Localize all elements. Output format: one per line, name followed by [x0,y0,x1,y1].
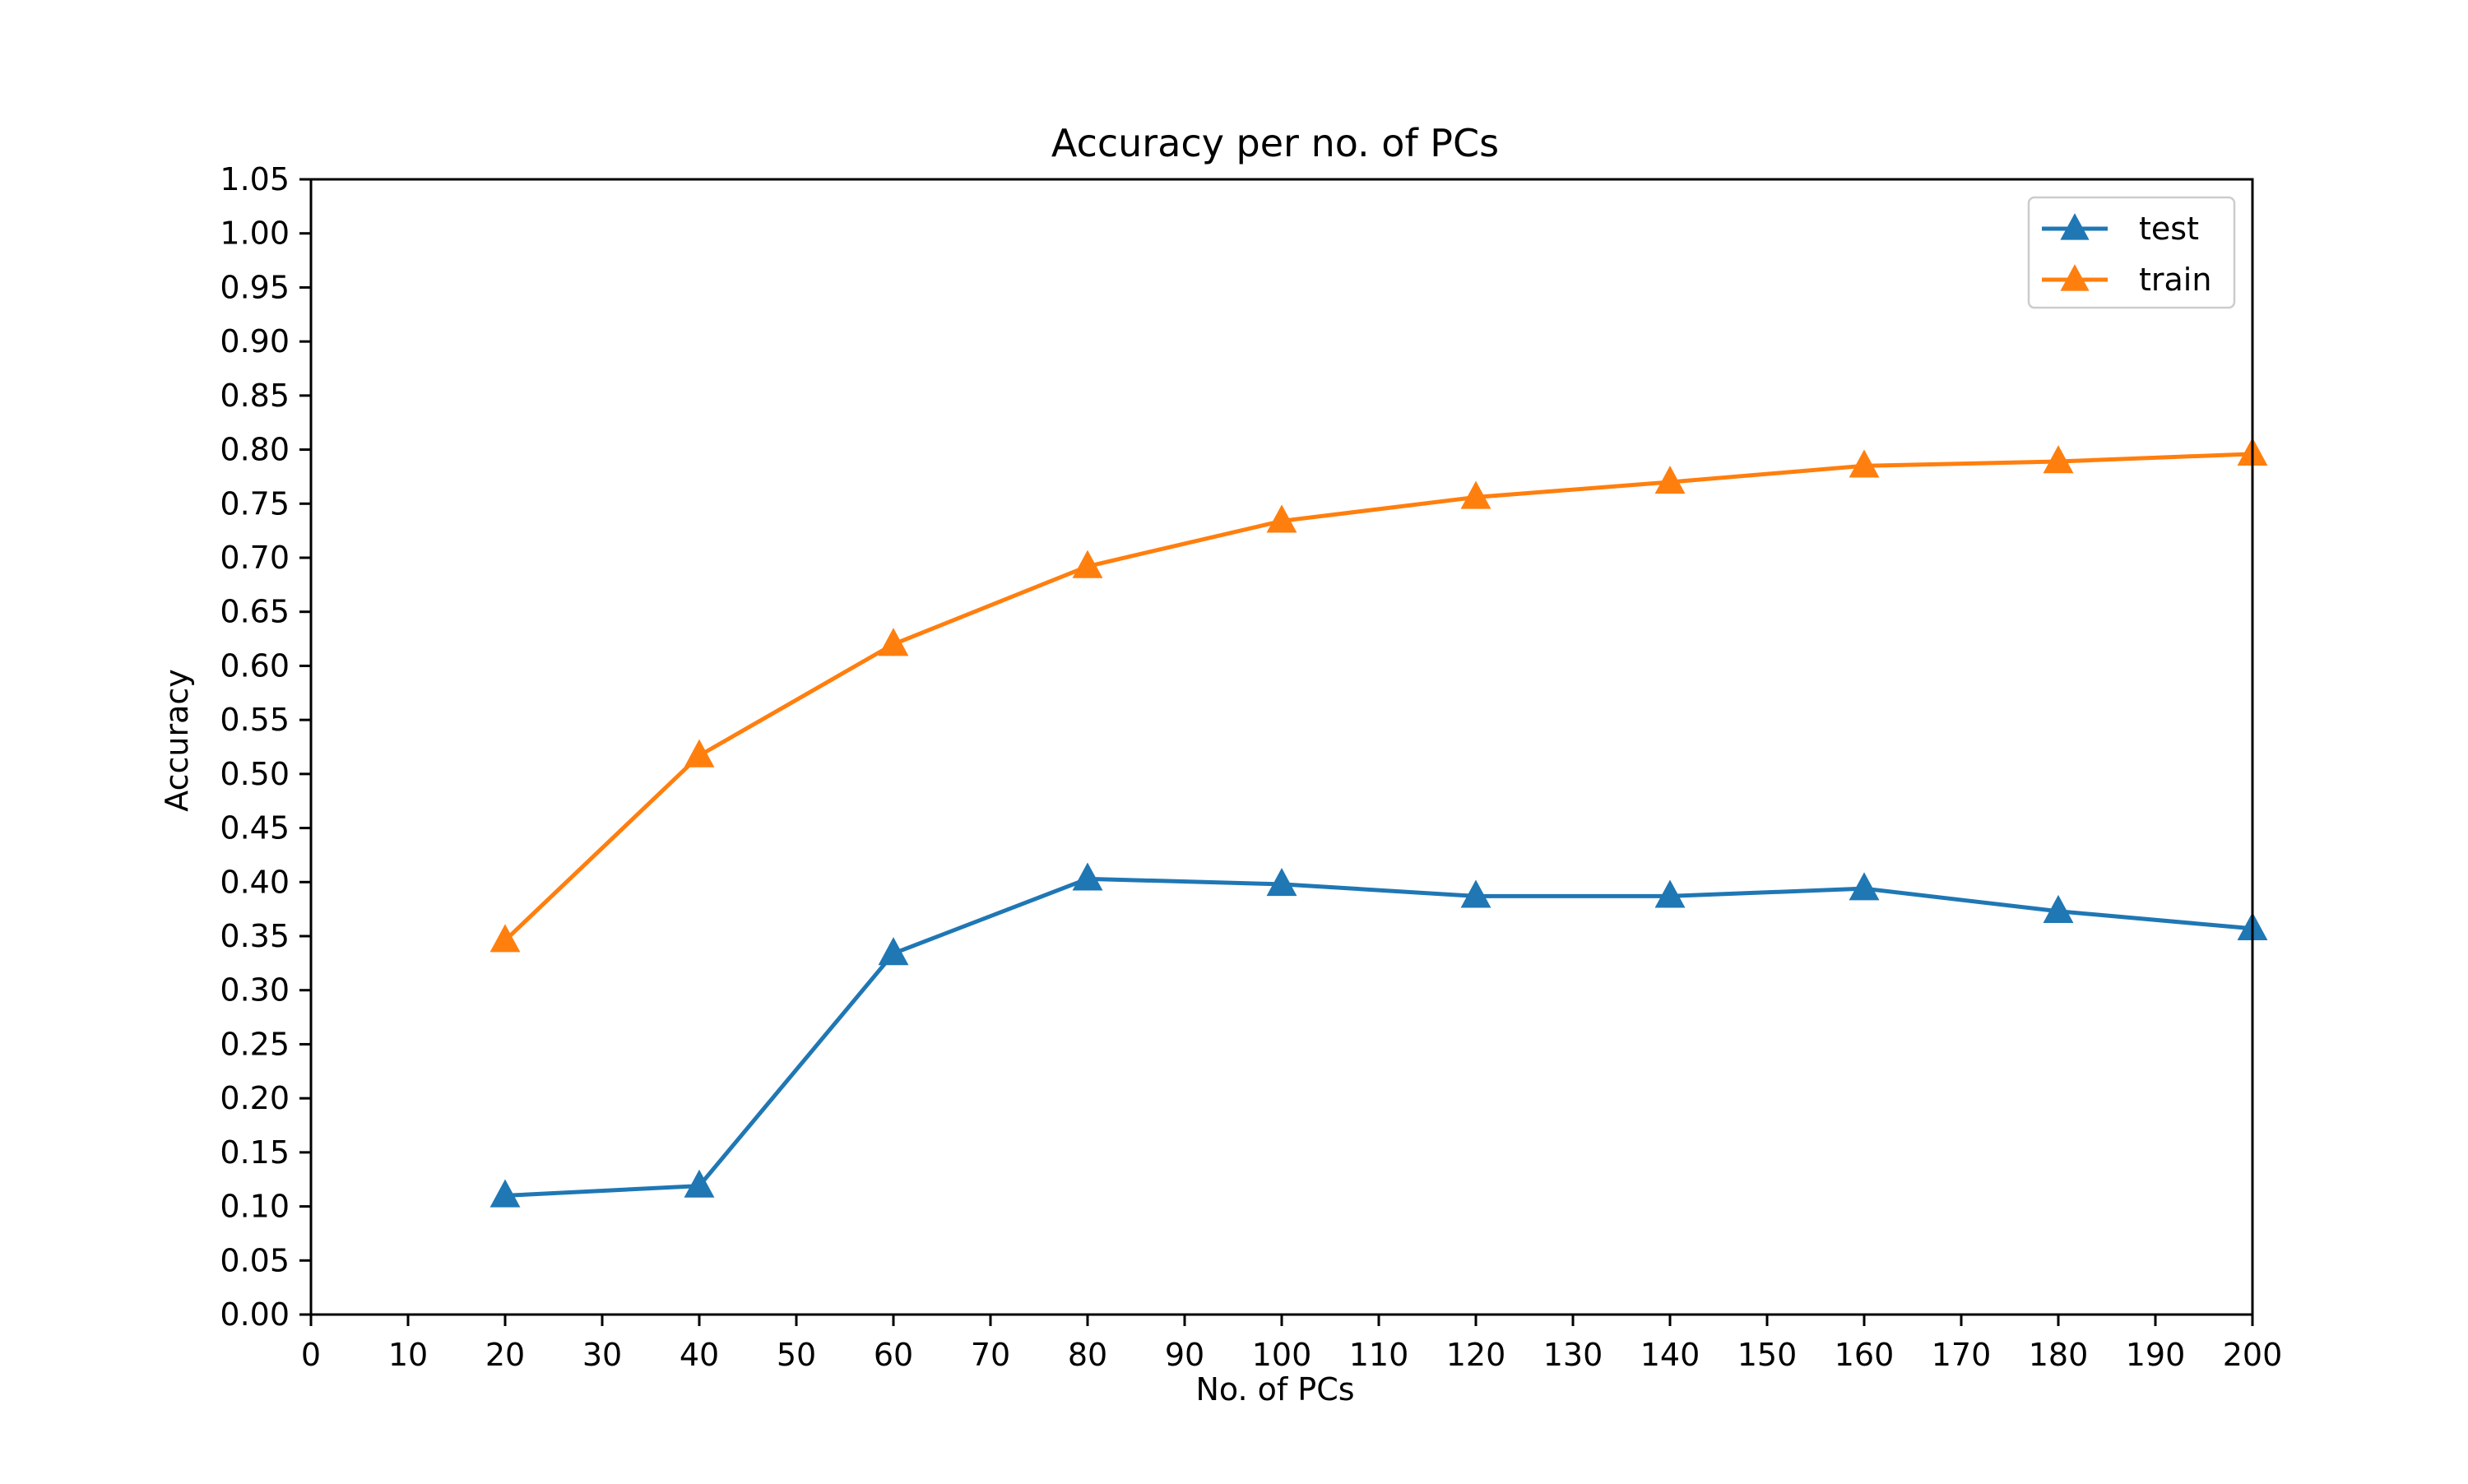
test-point [684,1169,715,1198]
train-point [1654,466,1686,494]
y-tick-label: 0.45 [220,810,290,846]
test-point [878,937,909,966]
x-tick-label: 90 [1165,1337,1204,1373]
train-point [684,739,715,768]
test-point [1072,862,1103,891]
x-tick-label: 110 [1349,1337,1409,1373]
train-point [489,924,521,953]
x-tick-label: 50 [777,1337,816,1373]
plot-area: 0 10 20 30 40 50 60 70 80 90 100 110 120 130 140 150 160… [220,161,2282,1373]
x-axis-title: No. of PCs [1195,1371,1354,1407]
x-tick-label: 60 [874,1337,913,1373]
x-tick-label: 20 [485,1337,525,1373]
y-tick-label: 0.90 [220,323,290,359]
y-tick-label: 0.65 [220,594,290,630]
x-tick-label: 160 [1835,1337,1895,1373]
x-tick-label: 0 [301,1337,321,1373]
y-tick-label: 1.05 [220,161,290,197]
y-tick-label: 0.75 [220,485,290,522]
y-tick-label: 0.30 [220,972,290,1009]
x-tick-label: 70 [971,1337,1010,1373]
train-point [1849,449,1880,478]
y-tick-label: 0.85 [220,378,290,414]
chart-title: Accuracy per no. of PCs [1051,121,1499,165]
y-tick-label: 0.55 [220,702,290,738]
train-point [1072,550,1103,578]
x-tick-label: 100 [1252,1337,1312,1373]
x-tick-label: 190 [2126,1337,2186,1373]
legend-marker-train [2060,264,2090,291]
y-tick-label: 0.15 [220,1134,290,1171]
x-tick-label: 40 [680,1337,719,1373]
test-line [504,876,2253,1198]
train-point [878,628,909,656]
y-tick-label: 0.60 [220,647,290,684]
x-tick-label: 200 [2223,1337,2283,1373]
train-point [1460,480,1491,509]
y-tick-label: 0.95 [220,269,290,305]
test-point [1849,872,1880,901]
legend-label-test: test [2139,211,2199,247]
test-point [1266,868,1297,897]
y-tick-label: 0.40 [220,864,290,900]
y-tick-label: 0.05 [220,1242,290,1278]
legend: test train [2027,196,2236,309]
test-point [1654,879,1686,908]
x-tick-label: 180 [2029,1337,2089,1373]
train-line [503,452,2253,943]
train-point [2043,445,2074,474]
y-tick-label: 0.10 [220,1189,290,1225]
legend-label-train: train [2139,262,2211,298]
series-test [489,862,2268,1208]
y-tick-label: 0.25 [220,1026,290,1062]
y-tick-label: 0.20 [220,1080,290,1116]
x-tick-label: 150 [1737,1337,1798,1373]
x-tick-label: 30 [582,1337,622,1373]
y-tick-label: 0.70 [220,540,290,576]
x-tick-label: 80 [1068,1337,1107,1373]
y-tick-label: 0.35 [220,918,290,954]
series-train [489,437,2268,953]
y-tick-label: 0.00 [220,1296,290,1333]
axes-frame [309,178,2254,1316]
legend-marker-test [2060,213,2090,240]
train-point [1266,504,1297,533]
y-tick-label: 0.50 [220,756,290,792]
test-point [1460,879,1491,908]
test-point [2043,894,2074,923]
y-tick-label: 0.80 [220,432,290,468]
x-tick-label: 140 [1640,1337,1700,1373]
y-axis-title: Accuracy [159,669,195,812]
x-tick-label: 10 [388,1337,428,1373]
test-point [489,1179,521,1208]
y-tick-label: 1.00 [220,216,290,252]
x-tick-label: 120 [1446,1337,1506,1373]
x-tick-label: 130 [1543,1337,1603,1373]
x-tick-label: 170 [1932,1337,1992,1373]
